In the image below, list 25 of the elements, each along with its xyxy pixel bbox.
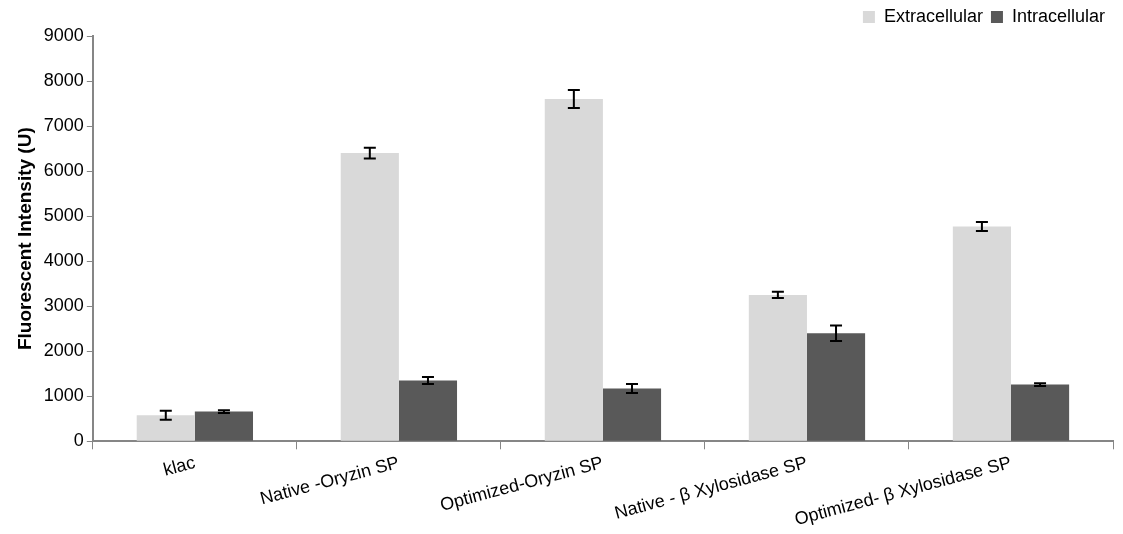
bar — [194, 411, 254, 441]
y-tick-label: 1000 — [43, 385, 84, 406]
bar — [602, 388, 662, 441]
bar — [952, 226, 1011, 441]
bar — [806, 333, 866, 441]
x-tick-label: Native -Oryzin SP — [257, 452, 402, 509]
y-tick-label: 4000 — [43, 250, 84, 271]
y-axis-title: Fluorescent Intensity (U) — [13, 127, 35, 351]
y-tick-label: 0 — [73, 430, 84, 451]
y-tick-label: 6000 — [43, 160, 84, 181]
y-tick-label: 7000 — [43, 115, 84, 136]
y-tick-label: 2000 — [43, 340, 84, 361]
y-tick-label: 5000 — [43, 205, 84, 226]
x-tick-label: klac — [161, 452, 198, 480]
y-tick-label: 9000 — [43, 24, 84, 45]
y-tick-label: 3000 — [43, 295, 84, 316]
bar — [398, 380, 458, 441]
bar — [136, 415, 195, 441]
bar — [1010, 384, 1070, 441]
legend-label: Intracellular — [1011, 5, 1106, 26]
bar — [748, 294, 807, 441]
y-tick-label: 8000 — [43, 70, 84, 90]
bar — [544, 99, 603, 441]
legend-label: Extracellular — [883, 5, 983, 26]
bar — [340, 153, 399, 441]
